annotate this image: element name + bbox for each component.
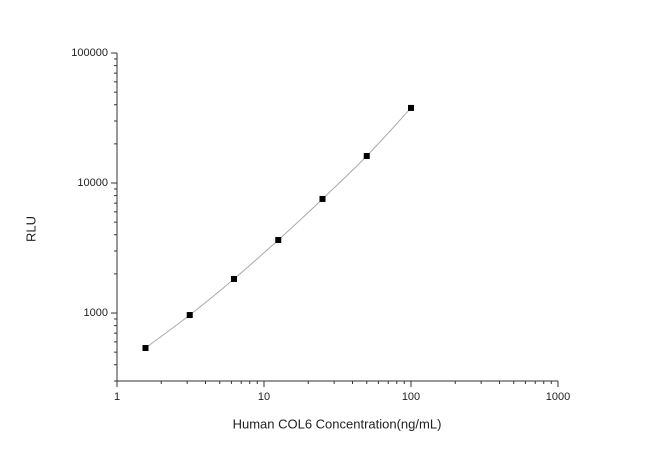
y-tick-label: 10000 xyxy=(77,177,108,189)
y-tick-label: 100000 xyxy=(71,47,108,59)
point xyxy=(319,195,326,202)
point xyxy=(275,237,282,244)
point xyxy=(363,153,370,160)
x-axis-title: Human COL6 Concentration(ng/mL) xyxy=(233,416,442,431)
x-tick-label: 1 xyxy=(114,391,120,403)
x-tick-label: 1000 xyxy=(546,391,570,403)
x-tick-label: 100 xyxy=(402,391,420,403)
point xyxy=(186,312,193,319)
point xyxy=(230,275,237,282)
point xyxy=(142,345,149,352)
point xyxy=(408,104,414,111)
x-tick-label: 10 xyxy=(258,391,270,403)
y-axis-title: RLU xyxy=(23,216,38,242)
fit-curve xyxy=(145,107,412,349)
y-tick-label: 1000 xyxy=(84,307,108,319)
